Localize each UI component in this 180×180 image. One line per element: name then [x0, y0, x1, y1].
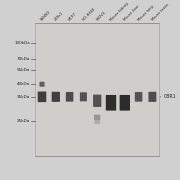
Text: Mouse testis: Mouse testis — [150, 3, 170, 22]
Text: 25kDa: 25kDa — [17, 119, 30, 123]
FancyBboxPatch shape — [148, 92, 156, 102]
FancyBboxPatch shape — [52, 92, 60, 102]
Text: 22Rv1: 22Rv1 — [54, 11, 65, 22]
FancyBboxPatch shape — [120, 95, 130, 111]
FancyBboxPatch shape — [38, 91, 46, 102]
Text: SKOV3: SKOV3 — [95, 10, 107, 22]
Text: 70kDa: 70kDa — [17, 57, 30, 61]
Text: NCI-H460: NCI-H460 — [82, 7, 96, 22]
FancyBboxPatch shape — [135, 92, 142, 102]
Text: 55kDa: 55kDa — [17, 68, 30, 72]
FancyBboxPatch shape — [106, 95, 116, 111]
Text: 100kDa: 100kDa — [14, 40, 30, 45]
Text: SW480: SW480 — [40, 10, 52, 22]
Text: Mouse lung: Mouse lung — [137, 4, 154, 22]
FancyBboxPatch shape — [39, 82, 44, 87]
Text: Mouse liver: Mouse liver — [123, 4, 140, 22]
Text: CBR1: CBR1 — [164, 94, 176, 99]
FancyBboxPatch shape — [93, 95, 101, 107]
Bar — [35, 23, 159, 156]
Text: 40kDa: 40kDa — [17, 82, 30, 86]
Text: 35kDa: 35kDa — [17, 95, 30, 99]
FancyBboxPatch shape — [94, 120, 100, 124]
FancyBboxPatch shape — [66, 92, 73, 102]
Text: Mouse kidney: Mouse kidney — [109, 1, 130, 22]
FancyBboxPatch shape — [80, 92, 87, 101]
Text: MCF7: MCF7 — [68, 12, 78, 22]
FancyBboxPatch shape — [94, 115, 100, 120]
